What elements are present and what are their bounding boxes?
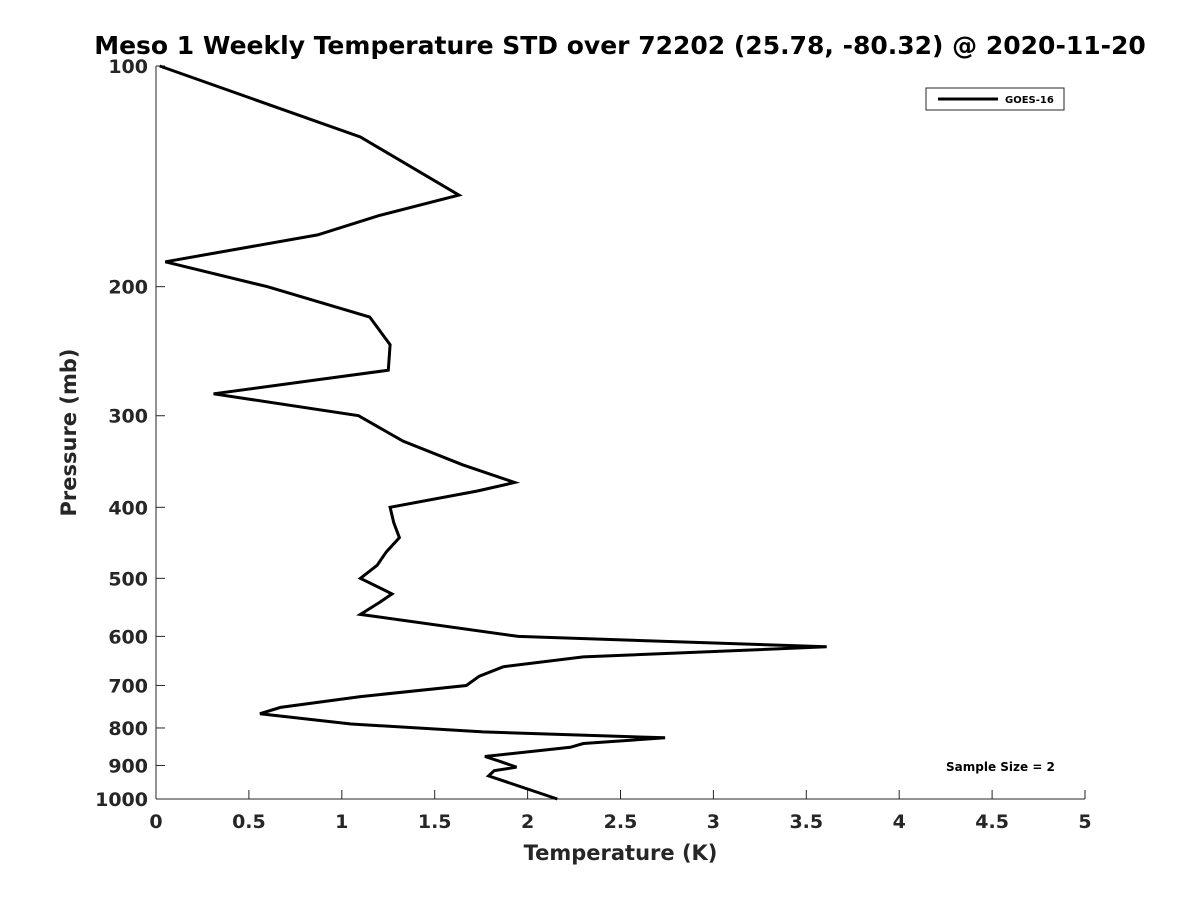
y-tick-label: 700 <box>108 675 148 697</box>
x-tick-label: 3 <box>707 811 720 833</box>
series-line-goes-16 <box>159 64 827 801</box>
legend: GOES-16 <box>925 87 1065 111</box>
y-tick-label: 300 <box>108 406 148 428</box>
y-axis-ticks: 100 200 300 400 500 600 700 800 900 1000 <box>95 56 165 811</box>
y-tick-label: 900 <box>108 755 148 777</box>
x-tick-label: 0 <box>149 811 162 833</box>
x-tick-label: 0.5 <box>232 811 266 833</box>
y-axis-label: Pressure (mb) <box>57 349 81 517</box>
y-tick-label: 600 <box>108 626 148 648</box>
x-tick-label: 1 <box>335 811 348 833</box>
y-tick-label: 400 <box>108 497 148 519</box>
y-tick-label: 100 <box>108 56 148 78</box>
y-tick-label: 500 <box>108 568 148 590</box>
x-tick-label: 2.5 <box>604 811 638 833</box>
x-tick-label: 1.5 <box>418 811 452 833</box>
y-tick-label: 200 <box>108 277 148 299</box>
series-layer <box>159 64 827 801</box>
x-tick-label: 2 <box>521 811 534 833</box>
chart-title: Meso 1 Weekly Temperature STD over 72202… <box>94 31 1146 60</box>
legend-label-goes-16: GOES-16 <box>1005 95 1054 106</box>
y-tick-label: 1000 <box>95 789 148 811</box>
x-tick-label: 3.5 <box>789 811 823 833</box>
x-axis-label: Temperature (K) <box>524 841 718 865</box>
x-tick-label: 4 <box>893 811 906 833</box>
sample-size-annotation: Sample Size = 2 <box>946 760 1055 774</box>
x-axis-ticks: 0 0.5 1 1.5 2 2.5 3 3.5 4 4.5 5 <box>149 790 1092 833</box>
x-tick-label: 4.5 <box>975 811 1009 833</box>
x-tick-label: 5 <box>1078 811 1091 833</box>
y-tick-label: 800 <box>108 718 148 740</box>
